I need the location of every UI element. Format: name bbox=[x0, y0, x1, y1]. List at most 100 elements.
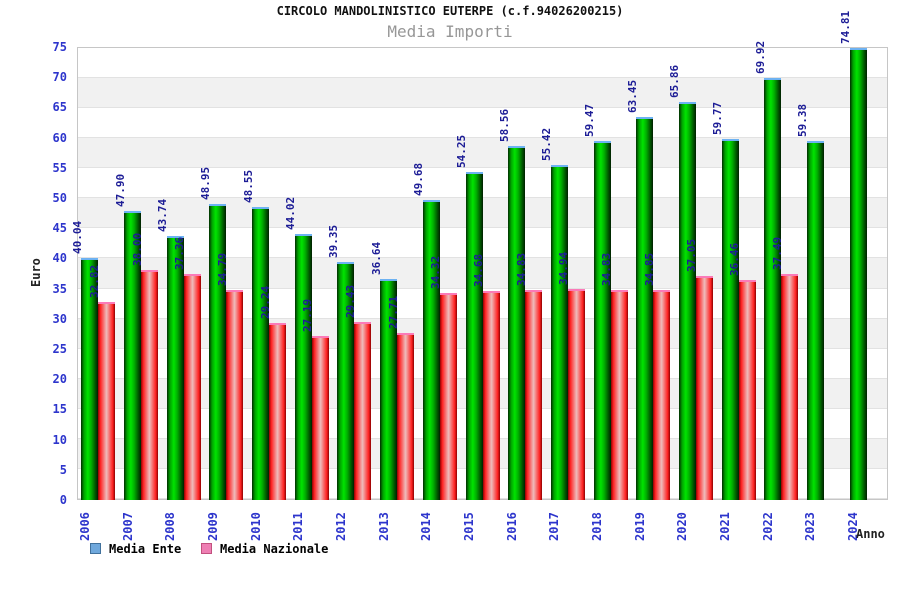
x-tick-label: 2010 bbox=[248, 512, 263, 541]
x-tick-label: 2006 bbox=[77, 512, 92, 541]
y-tick-label: 15 bbox=[52, 402, 67, 417]
bar-media-ente bbox=[764, 77, 782, 500]
bar-media-ente bbox=[166, 235, 184, 500]
bar-media-nazionale bbox=[397, 332, 415, 500]
bar-value-label-ente: 55.42 bbox=[540, 128, 554, 162]
bar-media-nazionale bbox=[269, 323, 287, 500]
bar-media-ente bbox=[849, 48, 867, 500]
x-tick-label: 2012 bbox=[333, 512, 348, 541]
bar-media-ente bbox=[678, 102, 696, 500]
y-tick-label: 65 bbox=[52, 100, 67, 115]
bar-value-label-nazionale: 27.71 bbox=[386, 295, 400, 329]
bar-media-ente bbox=[294, 234, 312, 500]
x-tick-label: 2021 bbox=[718, 512, 733, 541]
y-tick-label: 30 bbox=[52, 311, 67, 326]
chart-subtitle: Media Importi bbox=[387, 22, 513, 41]
bar-media-ente bbox=[380, 278, 398, 500]
grid-band bbox=[78, 108, 887, 139]
bar-value-label-nazionale: 37.36 bbox=[173, 237, 187, 271]
legend-swatch-media-ente bbox=[90, 543, 101, 554]
bar-media-ente bbox=[593, 140, 611, 500]
legend-swatch-media-nazionale bbox=[201, 543, 212, 554]
y-tick-label: 60 bbox=[52, 130, 67, 145]
y-tick-label: 55 bbox=[52, 160, 67, 175]
bar-value-label-nazionale: 34.94 bbox=[557, 251, 571, 285]
y-tick-label: 10 bbox=[52, 432, 67, 447]
bar-media-nazionale bbox=[226, 289, 244, 500]
bar-media-nazionale bbox=[738, 279, 756, 500]
legend-label-media-nazionale: Media Nazionale bbox=[220, 542, 329, 556]
bar-value-label-ente: 59.38 bbox=[796, 104, 810, 138]
bar-media-ente bbox=[124, 210, 142, 500]
bar-media-nazionale bbox=[98, 301, 116, 500]
bar-value-label-ente: 59.47 bbox=[583, 103, 597, 137]
y-tick-label: 20 bbox=[52, 372, 67, 387]
grid-band bbox=[78, 168, 887, 199]
bar-media-nazionale bbox=[141, 270, 159, 500]
bar-media-nazionale bbox=[183, 274, 201, 500]
y-tick-label: 35 bbox=[52, 281, 67, 296]
y-tick-label: 40 bbox=[52, 251, 67, 266]
x-tick-label: 2014 bbox=[419, 512, 434, 541]
x-tick-label: 2013 bbox=[376, 512, 391, 541]
bar-media-ente bbox=[806, 141, 824, 500]
bar-value-label-nazionale: 34.83 bbox=[514, 252, 528, 286]
x-tick-label: 2019 bbox=[632, 512, 647, 541]
bar-media-ente bbox=[337, 262, 355, 500]
bar-value-label-ente: 69.92 bbox=[753, 40, 767, 74]
bar-value-label-nazionale: 27.19 bbox=[301, 298, 315, 332]
bar-value-label-nazionale: 34.83 bbox=[600, 252, 614, 286]
bar-value-label-ente: 49.68 bbox=[412, 162, 426, 196]
bar-media-nazionale bbox=[525, 289, 543, 500]
y-tick-label: 45 bbox=[52, 221, 67, 236]
bar-media-ente bbox=[721, 138, 739, 500]
x-axis-title: Anno bbox=[856, 527, 885, 541]
bar-value-label-nazionale: 34.79 bbox=[215, 252, 229, 286]
bar-value-label-nazionale: 37.49 bbox=[770, 236, 784, 270]
x-tick-label: 2020 bbox=[675, 512, 690, 541]
bar-value-label-ente: 48.95 bbox=[198, 167, 212, 201]
bar-value-label-ente: 39.35 bbox=[326, 225, 340, 259]
x-tick-label: 2018 bbox=[590, 512, 605, 541]
bar-value-label-nazionale: 34.68 bbox=[472, 253, 485, 287]
x-tick-label: 2017 bbox=[547, 512, 562, 541]
y-tick-label: 25 bbox=[52, 342, 67, 356]
bar-media-ente bbox=[508, 146, 526, 500]
bar-media-nazionale bbox=[567, 288, 585, 500]
grid-band bbox=[78, 78, 887, 109]
bar-value-label-ente: 74.81 bbox=[839, 11, 853, 45]
bar-value-label-ente: 40.04 bbox=[70, 221, 84, 255]
x-tick-label: 2007 bbox=[120, 512, 135, 541]
bar-value-label-ente: 44.02 bbox=[284, 196, 298, 231]
bar-value-label-ente: 54.25 bbox=[455, 135, 468, 169]
x-tick-label: 2016 bbox=[504, 512, 519, 541]
bar-value-label-nazionale: 34.85 bbox=[642, 252, 656, 286]
bar-media-ente bbox=[636, 116, 654, 500]
y-tick-label: 5 bbox=[59, 462, 67, 477]
bar-value-label-nazionale: 29.24 bbox=[258, 286, 272, 320]
bar-value-label-nazionale: 34.32 bbox=[429, 255, 443, 289]
bar-value-label-ente: 36.64 bbox=[369, 241, 383, 275]
bar-value-label-ente: 48.55 bbox=[241, 169, 255, 203]
bar-media-ente bbox=[465, 172, 483, 500]
bar-value-label-ente: 63.45 bbox=[625, 79, 639, 113]
y-tick-label: 50 bbox=[52, 191, 67, 205]
bar-media-nazionale bbox=[695, 276, 713, 500]
bar-media-ente bbox=[422, 199, 440, 500]
y-tick-label: 75 bbox=[52, 40, 67, 54]
bar-media-nazionale bbox=[482, 290, 500, 500]
y-tick-label: 70 bbox=[52, 70, 67, 85]
x-tick-label: 2015 bbox=[462, 512, 476, 541]
x-tick-label: 2011 bbox=[291, 512, 306, 541]
bar-value-label-nazionale: 36.46 bbox=[728, 242, 742, 276]
bar-media-nazionale bbox=[610, 289, 628, 500]
bar-value-label-ente: 65.86 bbox=[668, 65, 682, 99]
x-tick-label: 2023 bbox=[803, 512, 818, 541]
bar-media-ente bbox=[252, 206, 270, 500]
bar-media-nazionale bbox=[653, 289, 671, 500]
bar-value-label-ente: 58.56 bbox=[497, 109, 511, 143]
bar-value-label-nazionale: 37.05 bbox=[685, 239, 699, 273]
bar-media-ente bbox=[550, 165, 568, 500]
bar-media-nazionale bbox=[439, 292, 457, 500]
